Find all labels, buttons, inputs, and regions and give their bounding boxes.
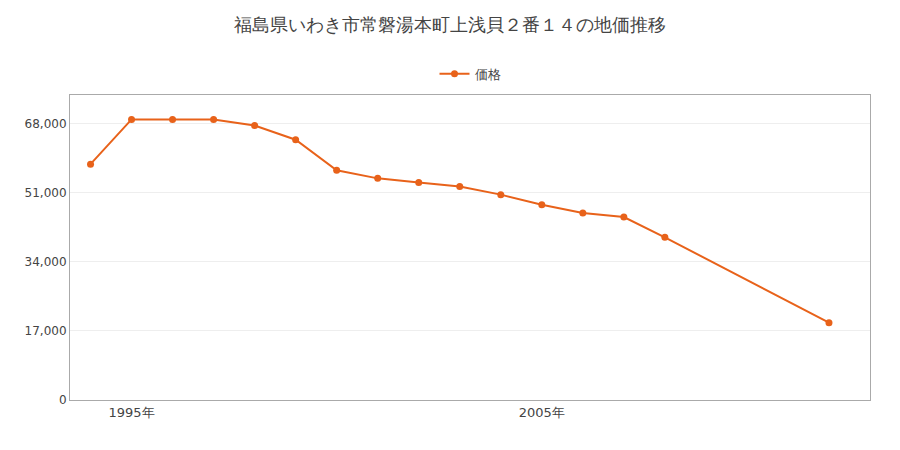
svg-text:17,000: 17,000	[25, 324, 67, 338]
svg-text:68,000: 68,000	[25, 117, 67, 131]
svg-text:価格: 価格	[475, 67, 501, 82]
svg-text:1995年: 1995年	[108, 405, 154, 420]
svg-text:2005年: 2005年	[519, 405, 565, 420]
svg-text:福島県いわき市常磐湯本町上浅貝２番１４の地価推移: 福島県いわき市常磐湯本町上浅貝２番１４の地価推移	[234, 14, 666, 35]
svg-text:34,000: 34,000	[25, 255, 67, 269]
svg-text:51,000: 51,000	[25, 186, 67, 200]
svg-text:0: 0	[59, 393, 67, 407]
